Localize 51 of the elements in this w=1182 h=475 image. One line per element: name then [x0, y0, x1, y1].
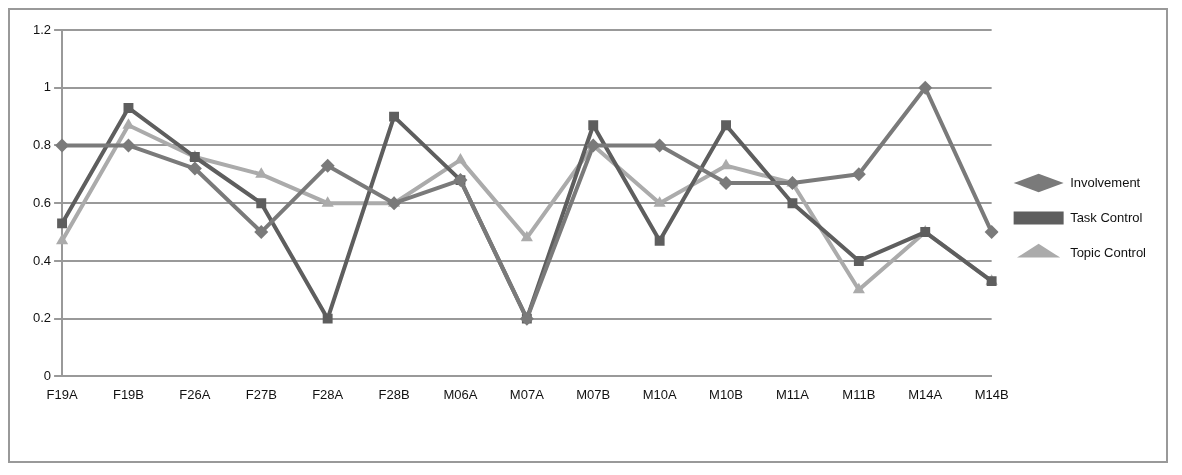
- point: [918, 80, 933, 95]
- point: [57, 218, 68, 229]
- point: [322, 313, 333, 324]
- point: [588, 120, 599, 131]
- legend-label: Topic Control: [1070, 244, 1147, 260]
- x-tick-label: F28B: [378, 386, 410, 402]
- x-tick-label: M07B: [576, 386, 611, 402]
- point: [853, 255, 864, 266]
- x-tick-label: F19A: [46, 386, 78, 402]
- point: [256, 198, 267, 209]
- x-tick-label: M10B: [709, 386, 744, 402]
- y-tick-label: 0: [43, 367, 52, 383]
- x-tick-label: F26A: [179, 386, 211, 402]
- point: [123, 102, 134, 113]
- point: [56, 233, 69, 245]
- y-tick-label: 1: [43, 79, 52, 95]
- point: [254, 225, 269, 240]
- x-tick-label: M11A: [775, 386, 810, 402]
- x-tick-label: F28A: [312, 386, 344, 402]
- point: [852, 282, 865, 294]
- y-tick-label: 0.6: [32, 194, 52, 210]
- x-tick-label: M10A: [642, 386, 677, 402]
- legend-label: Task Control: [1070, 209, 1143, 225]
- point: [387, 196, 402, 211]
- x-tick-label: F27B: [245, 386, 277, 402]
- point: [520, 230, 533, 242]
- point: [851, 167, 866, 182]
- point: [721, 120, 731, 131]
- x-tick-label: M07A: [509, 386, 545, 402]
- y-tick-label: 0.8: [32, 137, 52, 153]
- point: [321, 196, 334, 207]
- x-tick-label: M14A: [908, 386, 943, 402]
- x-tick-label: F19B: [112, 386, 145, 402]
- point: [55, 138, 70, 153]
- point: [654, 235, 665, 246]
- y-tick-label: 1.2: [32, 21, 52, 37]
- x-tick-label: M14B: [974, 386, 1009, 402]
- point: [389, 111, 400, 122]
- x-tick-label: M06A: [443, 386, 478, 402]
- point: [320, 158, 335, 173]
- legend-label: Involvement: [1070, 174, 1141, 190]
- point: [653, 196, 666, 207]
- point: [787, 198, 798, 209]
- x-tick-label: M11B: [842, 386, 876, 402]
- point: [187, 161, 202, 176]
- point: [652, 138, 667, 153]
- y-tick-label: 0.2: [32, 310, 52, 326]
- y-tick-label: 0.4: [32, 252, 52, 268]
- point: [984, 225, 999, 240]
- point: [586, 138, 601, 153]
- point: [121, 138, 136, 153]
